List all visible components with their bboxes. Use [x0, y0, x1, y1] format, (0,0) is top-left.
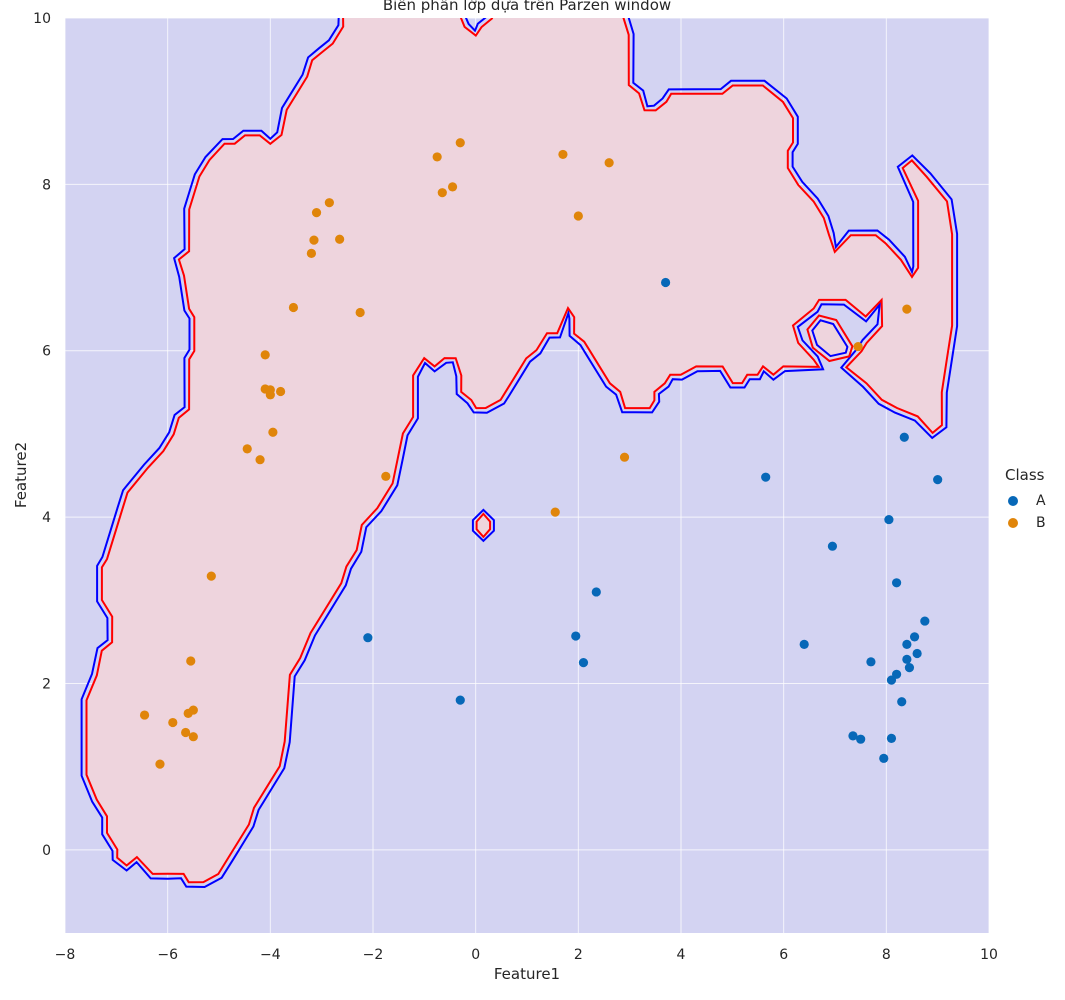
y-axis-ticks: 0 2 4 6 8 10 [33, 11, 51, 859]
y-tick-label: 2 [42, 676, 51, 692]
data-point-a [827, 541, 838, 551]
data-point-b [276, 386, 286, 397]
data-point-b [206, 571, 216, 581]
data-point-a [571, 631, 581, 641]
data-point-b [139, 710, 150, 720]
data-point-b [550, 507, 560, 517]
x-tick-label: −4 [260, 947, 281, 963]
data-point-b [309, 235, 319, 245]
legend-marker-b [1008, 518, 1018, 528]
data-point-a [899, 432, 909, 442]
y-tick-label: 4 [42, 510, 51, 526]
x-tick-label: 6 [779, 947, 788, 963]
data-point-b [619, 452, 630, 462]
x-tick-label: −2 [363, 947, 384, 963]
data-point-a [933, 475, 943, 485]
data-point-b [268, 427, 278, 437]
data-point-b [902, 304, 912, 314]
x-tick-label: −6 [157, 947, 178, 963]
data-point-a [761, 472, 771, 482]
data-point-a [892, 669, 902, 679]
data-point-a [363, 633, 373, 643]
data-point-b [455, 138, 465, 148]
legend-item-b: B [1008, 512, 1064, 534]
data-point-b [306, 248, 316, 259]
data-point-a [799, 639, 809, 649]
data-point-b [432, 152, 442, 162]
data-point-a [856, 734, 866, 744]
y-axis-label: Feature2 [12, 442, 30, 508]
x-tick-label: 4 [677, 947, 686, 963]
data-point-b [558, 149, 568, 160]
x-axis-label: Feature1 [494, 965, 560, 983]
data-point-b [181, 727, 191, 738]
legend-title: Class [1005, 466, 1045, 484]
data-point-b [604, 158, 614, 168]
data-point-b [288, 302, 299, 313]
legend-label-b: B [1036, 515, 1046, 531]
data-point-a [920, 616, 930, 626]
data-point-b [186, 656, 196, 666]
y-tick-label: 0 [42, 843, 51, 859]
legend-item-a: A [1008, 490, 1064, 512]
data-point-b [155, 759, 165, 769]
data-point-a [455, 695, 465, 705]
data-point-a [909, 632, 920, 642]
data-point-a [879, 753, 889, 763]
data-point-b [573, 211, 583, 221]
data-point-b [188, 705, 198, 715]
hole-boundary-red [806, 314, 854, 363]
data-point-b [255, 455, 265, 465]
data-point-b [355, 307, 365, 318]
y-tick-label: 6 [42, 344, 51, 360]
data-point-b [335, 234, 345, 244]
x-tick-label: 2 [574, 947, 583, 963]
data-point-a [884, 514, 894, 525]
data-point-a [892, 578, 902, 588]
chart-title: Biên phân lớp dựa trên Parzen window [383, 0, 671, 14]
data-point-b [311, 208, 322, 218]
data-point-b [265, 385, 275, 395]
data-point-a [904, 663, 915, 673]
y-tick-label: 10 [33, 11, 51, 27]
data-point-a [902, 639, 912, 649]
hole-boundary-blue [811, 319, 849, 358]
island-boundary-blue [471, 508, 495, 543]
x-tick-label: −8 [55, 947, 76, 963]
legend-label-a: A [1036, 493, 1046, 509]
data-point-b [853, 341, 863, 352]
data-point-a [886, 733, 897, 743]
legend-marker-a [1008, 496, 1018, 506]
data-point-a [848, 731, 858, 741]
data-point-a [866, 657, 876, 667]
data-point-a [897, 697, 907, 707]
data-point-b [188, 732, 198, 742]
x-tick-label: 8 [882, 947, 891, 963]
data-point-a [591, 587, 601, 597]
class-b-region [85, 18, 954, 884]
data-point-b [381, 471, 391, 481]
decision-boundary-red [85, 18, 954, 884]
legend: Class A B [1000, 466, 1064, 534]
data-point-a [902, 654, 912, 664]
x-tick-label: 10 [980, 947, 998, 963]
decision-boundary-blue [80, 18, 959, 889]
data-point-a [912, 648, 922, 659]
x-tick-label: 0 [471, 947, 480, 963]
island-boundary-red [475, 512, 492, 539]
data-point-b [324, 198, 334, 208]
data-point-a [578, 658, 589, 668]
data-point-b [447, 182, 458, 192]
data-point-b [242, 444, 252, 454]
data-point-b [437, 188, 447, 198]
x-axis-ticks: −8 −6 −4 −2 0 2 4 6 8 10 [55, 947, 998, 963]
data-points [139, 138, 943, 769]
y-tick-label: 8 [42, 177, 51, 193]
data-point-a [661, 277, 671, 288]
data-point-b [260, 350, 270, 360]
data-point-b [168, 717, 178, 728]
